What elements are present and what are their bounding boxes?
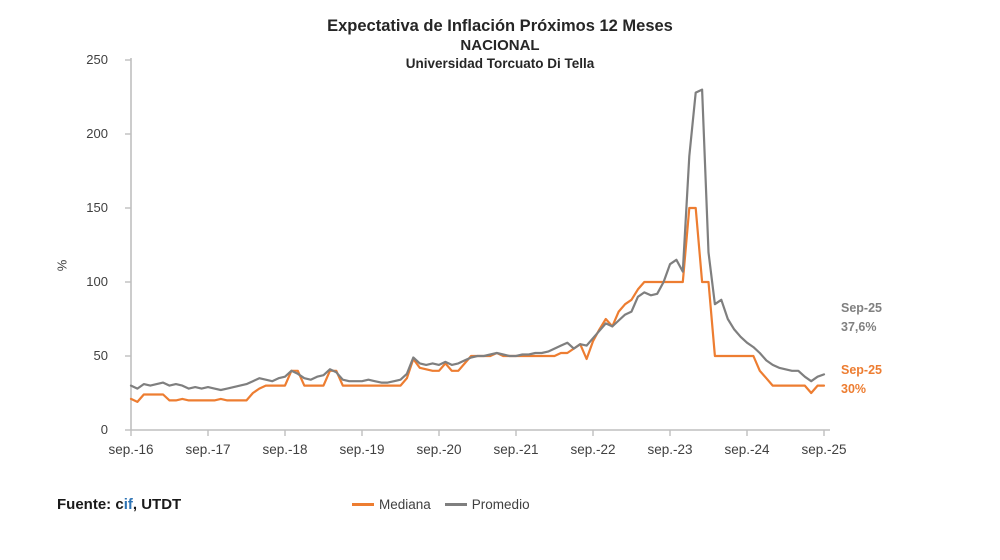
source-note: Fuente: cif, UTDT bbox=[57, 496, 181, 513]
x-tick-label: sep.-22 bbox=[570, 442, 616, 457]
legend-label-mediana: Mediana bbox=[379, 497, 431, 512]
promedio-annotation-value: 37,6% bbox=[841, 320, 877, 334]
x-tick-label: sep.-16 bbox=[108, 442, 154, 457]
chart-subtitle-source: Universidad Torcuato Di Tella bbox=[405, 56, 595, 71]
x-tick-label: sep.-20 bbox=[416, 442, 462, 457]
legend-item-mediana: Mediana bbox=[352, 497, 431, 512]
mediana-annotation-date: Sep-25 bbox=[841, 363, 882, 377]
source-cif-c: c bbox=[115, 496, 124, 513]
title-block: Expectativa de Inflación Próximos 12 Mes… bbox=[0, 16, 1000, 73]
x-tick-label: sep.-24 bbox=[724, 442, 770, 457]
legend-label-promedio: Promedio bbox=[471, 497, 530, 512]
x-tick-label: sep.-18 bbox=[262, 442, 308, 457]
promedio-annotation-date: Sep-25 bbox=[841, 301, 882, 315]
series-line-mediana bbox=[129, 206, 826, 403]
source-cif-if: if bbox=[123, 496, 133, 513]
y-tick-label: 200 bbox=[86, 126, 108, 141]
x-tick-label: sep.-19 bbox=[339, 442, 385, 457]
promedio-line-swatch bbox=[444, 503, 467, 506]
y-tick-label: 250 bbox=[86, 52, 108, 67]
legend-item-promedio: Promedio bbox=[444, 497, 530, 512]
promedio-endpoint-annotation: Sep-25 37,6% bbox=[841, 299, 882, 337]
chart-subtitle-region: NACIONAL bbox=[460, 37, 540, 54]
series-line-promedio bbox=[129, 88, 826, 392]
chart-title: Expectativa de Inflación Próximos 12 Mes… bbox=[327, 17, 673, 35]
chart-legend: Mediana Promedio bbox=[352, 497, 530, 512]
source-prefix: Fuente: bbox=[57, 496, 116, 513]
y-tick-label: 150 bbox=[86, 200, 108, 215]
mediana-annotation-value: 30% bbox=[841, 382, 867, 396]
y-tick-label: 0 bbox=[100, 422, 108, 437]
source-suffix: , UTDT bbox=[132, 496, 182, 513]
mediana-endpoint-annotation: Sep-25 30% bbox=[841, 361, 882, 399]
x-tick-label: sep.-23 bbox=[647, 442, 693, 457]
mediana-line-swatch bbox=[352, 503, 374, 506]
x-tick-label: sep.-17 bbox=[185, 442, 231, 457]
x-tick-label: sep.-21 bbox=[493, 442, 539, 457]
y-tick-label: 100 bbox=[86, 274, 108, 289]
x-tick-label: sep.-25 bbox=[801, 442, 847, 457]
y-tick-label: 50 bbox=[93, 348, 108, 363]
